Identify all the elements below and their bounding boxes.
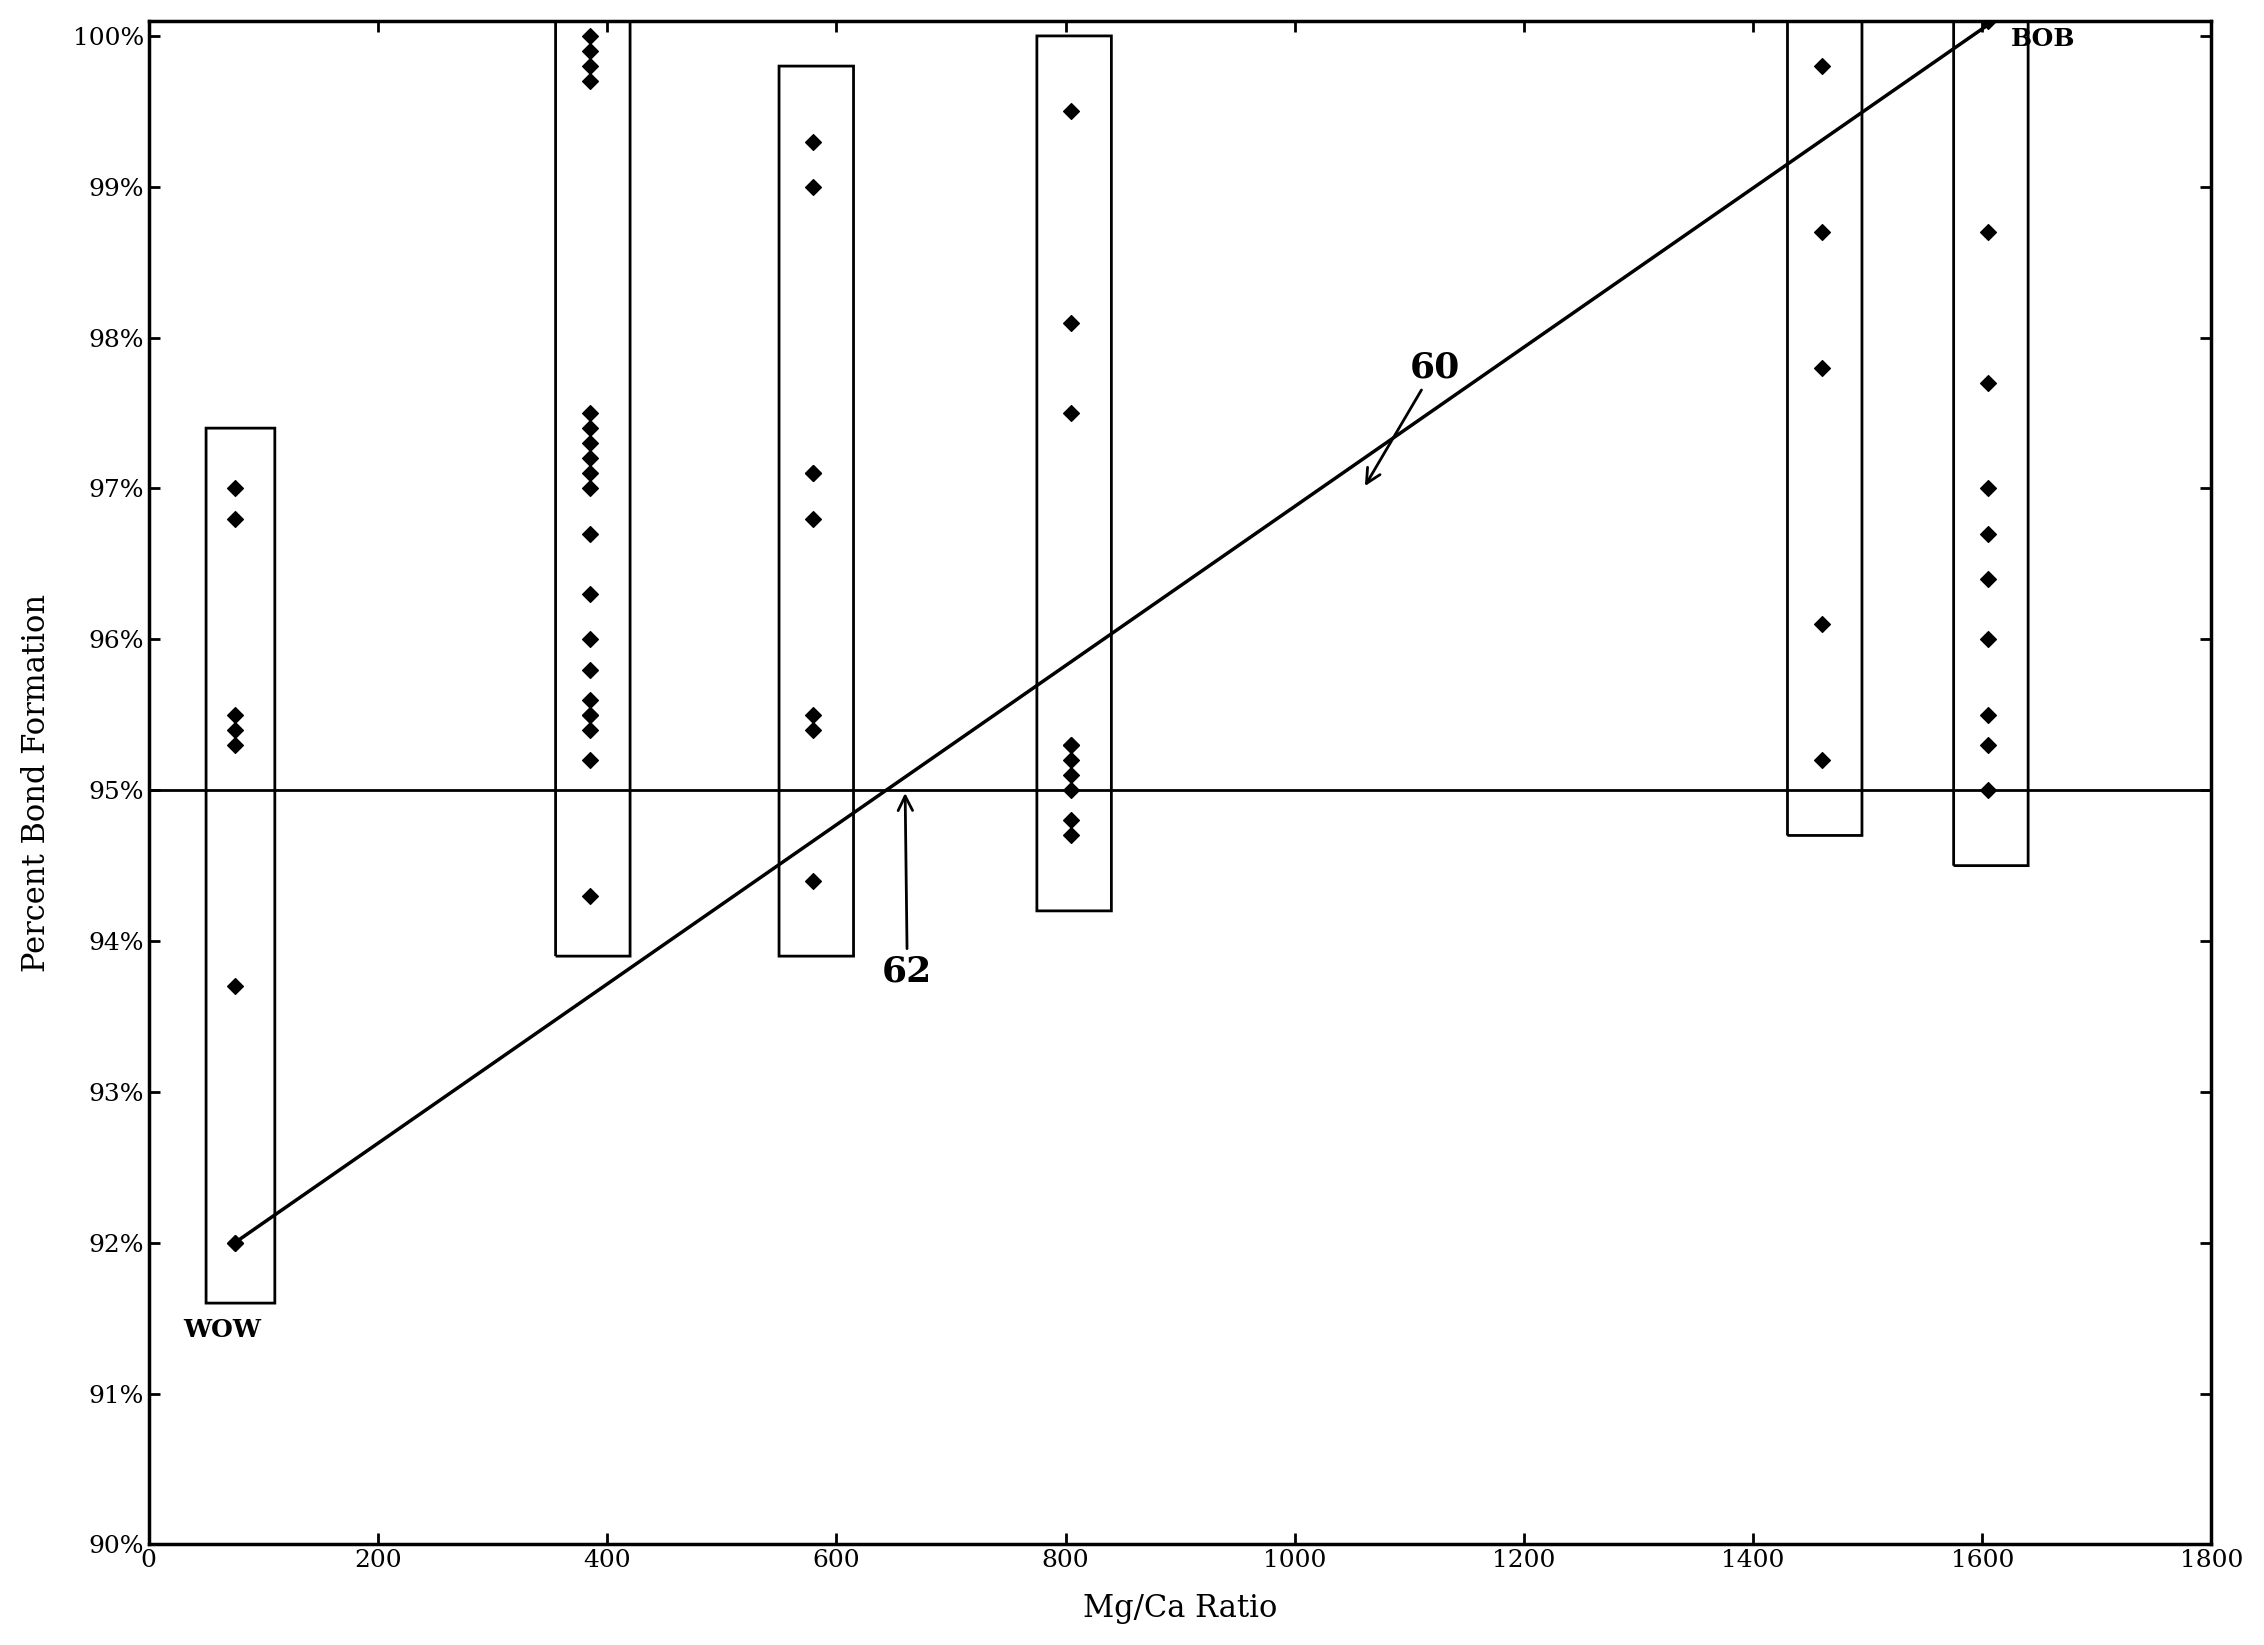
Point: [573, 717, 609, 744]
Point: [1804, 219, 1841, 245]
Point: [1970, 566, 2006, 592]
Point: [1970, 370, 2006, 396]
Point: [573, 475, 609, 502]
Point: [217, 475, 254, 502]
Point: [573, 747, 609, 773]
Point: [1804, 747, 1841, 773]
Point: [573, 67, 609, 94]
Text: 62: 62: [883, 796, 933, 989]
Point: [1970, 520, 2006, 546]
Point: [1053, 99, 1089, 125]
Point: [795, 461, 831, 487]
Point: [1053, 400, 1089, 426]
Point: [573, 53, 609, 79]
Point: [1053, 732, 1089, 758]
Point: [1053, 776, 1089, 803]
Point: [217, 717, 254, 744]
Point: [573, 581, 609, 607]
Point: [795, 505, 831, 531]
Point: [217, 1229, 254, 1255]
Point: [1970, 776, 2006, 803]
Point: [217, 1229, 254, 1255]
Point: [573, 702, 609, 729]
Point: [795, 867, 831, 893]
Point: [1053, 808, 1089, 834]
Point: [217, 732, 254, 758]
Point: [795, 717, 831, 744]
Point: [795, 174, 831, 201]
Point: [795, 128, 831, 155]
Point: [573, 520, 609, 546]
Point: [795, 461, 831, 487]
Text: 60: 60: [1367, 350, 1460, 484]
Point: [1970, 219, 2006, 245]
Point: [1053, 732, 1089, 758]
Point: [573, 883, 609, 910]
Point: [573, 429, 609, 456]
Point: [1970, 627, 2006, 653]
Point: [1970, 8, 2006, 35]
Point: [573, 415, 609, 441]
Point: [1804, 355, 1841, 382]
X-axis label: Mg/Ca Ratio: Mg/Ca Ratio: [1082, 1592, 1277, 1624]
Point: [573, 23, 609, 49]
Text: BOB: BOB: [2010, 26, 2076, 51]
Point: [1970, 732, 2006, 758]
Point: [217, 702, 254, 729]
Point: [573, 702, 609, 729]
Point: [217, 505, 254, 531]
Point: [1970, 475, 2006, 502]
Point: [217, 974, 254, 1000]
Point: [573, 446, 609, 472]
Y-axis label: Percent Bond Formation: Percent Bond Formation: [20, 594, 52, 972]
Point: [1970, 702, 2006, 729]
Point: [1053, 747, 1089, 773]
Point: [573, 686, 609, 712]
Point: [1804, 53, 1841, 79]
Point: [573, 461, 609, 487]
Point: [1053, 762, 1089, 788]
Point: [573, 38, 609, 64]
Point: [1053, 309, 1089, 336]
Point: [795, 702, 831, 729]
Point: [573, 656, 609, 683]
Point: [1053, 822, 1089, 849]
Point: [573, 627, 609, 653]
Point: [573, 400, 609, 426]
Text: WOW: WOW: [183, 1318, 260, 1342]
Point: [1804, 610, 1841, 637]
